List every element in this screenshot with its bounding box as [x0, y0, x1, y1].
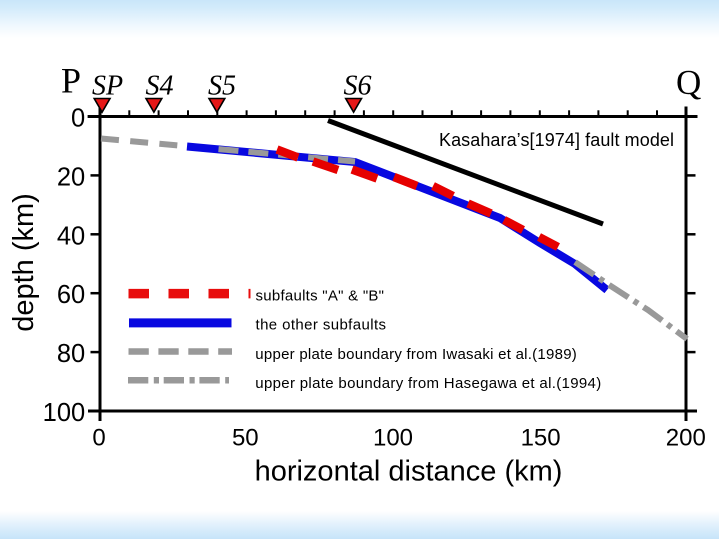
svg-text:depth (km): depth (km) — [8, 193, 40, 332]
svg-text:horizontal distance (km): horizontal distance (km) — [255, 455, 563, 487]
svg-text:SP: SP — [92, 70, 123, 101]
svg-text:S6: S6 — [344, 70, 372, 101]
svg-text:upper plate boundary from Hase: upper plate boundary from Hasegawa et al… — [255, 375, 601, 392]
svg-text:60: 60 — [57, 281, 85, 309]
svg-text:S5: S5 — [208, 70, 236, 101]
svg-text:200: 200 — [666, 424, 706, 451]
svg-text:100: 100 — [43, 399, 86, 427]
svg-text:100: 100 — [373, 424, 413, 451]
svg-text:80: 80 — [57, 340, 85, 368]
svg-text:P: P — [61, 61, 81, 101]
svg-text:Q: Q — [676, 63, 701, 102]
svg-text:0: 0 — [71, 105, 85, 133]
svg-text:S4: S4 — [146, 70, 174, 101]
svg-text:upper plate boundary from Iwas: upper plate boundary from Iwasaki et al.… — [255, 346, 577, 363]
svg-text:subfaults "A" & "B": subfaults "A" & "B" — [256, 287, 385, 304]
svg-text:150: 150 — [521, 424, 561, 451]
svg-text:Kasahara’s[1974] fault model: Kasahara’s[1974] fault model — [439, 130, 674, 150]
svg-text:40: 40 — [57, 222, 85, 250]
svg-text:50: 50 — [232, 424, 259, 451]
svg-text:20: 20 — [57, 163, 85, 191]
svg-text:the other subfaults: the other subfaults — [256, 317, 387, 334]
svg-text:0: 0 — [92, 424, 105, 451]
